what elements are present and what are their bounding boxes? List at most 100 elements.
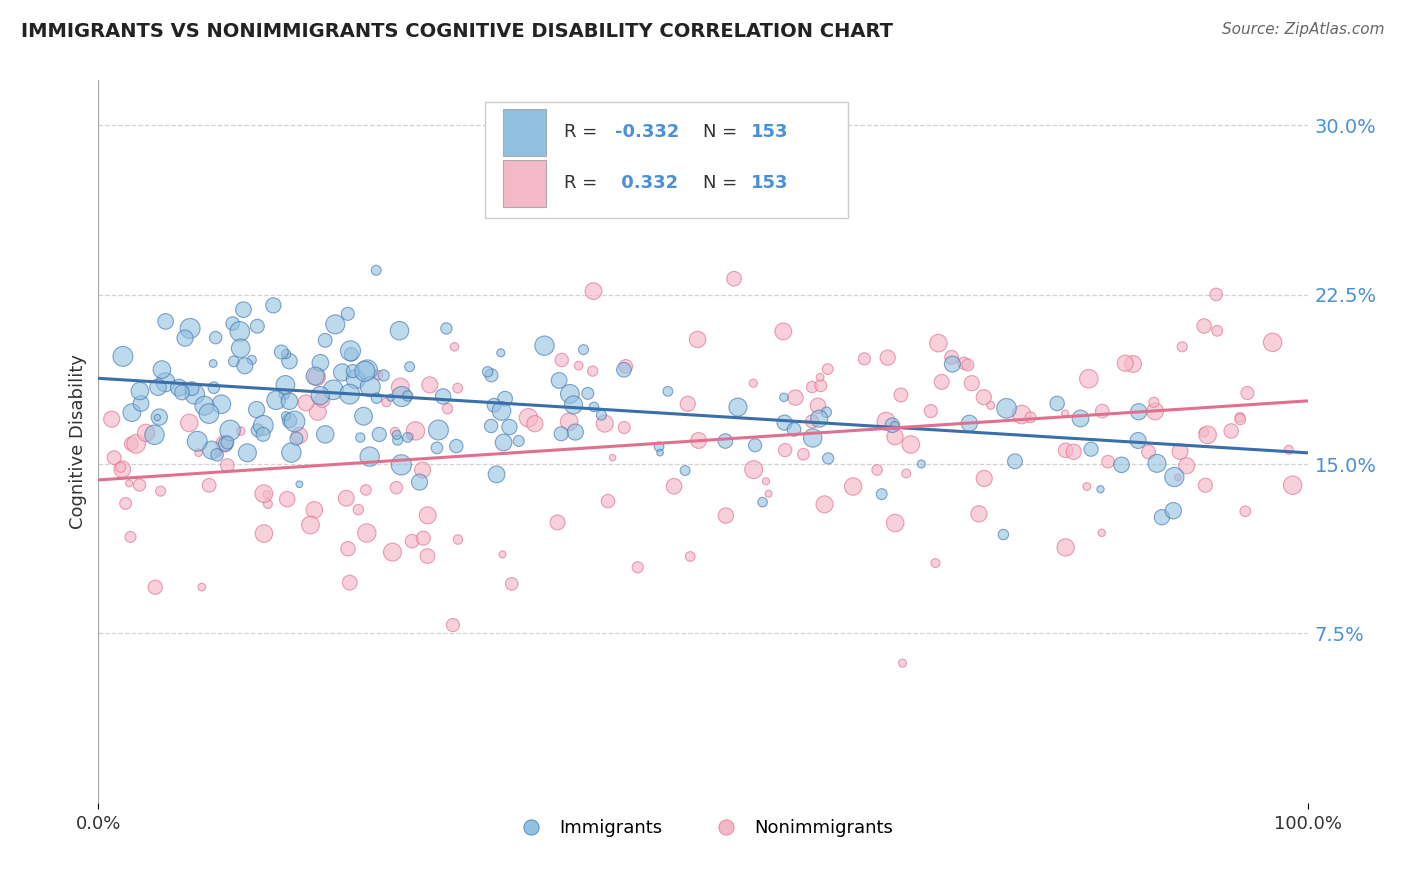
Point [359,380,381,394]
Point [246,423,269,437]
Point [283,414,305,428]
Text: R =: R = [564,123,603,141]
Point [416,549,439,563]
Point [1168,444,1191,458]
Point [967,507,990,521]
Point [1163,470,1185,484]
Point [396,430,419,444]
Point [307,405,329,419]
Point [187,445,209,459]
Point [477,365,499,379]
Point [815,405,838,419]
Point [491,404,513,418]
Point [900,437,922,451]
Point [875,414,897,428]
Point [993,527,1015,541]
Point [785,391,807,405]
Point [783,422,806,436]
Point [1234,504,1257,518]
Point [523,417,546,431]
Point [330,366,353,380]
Point [356,526,378,541]
Point [274,347,297,361]
Point [842,479,865,493]
Point [884,430,907,444]
Point [353,409,375,424]
Point [150,362,173,376]
Point [773,443,796,458]
Point [120,437,142,451]
Point [662,479,685,493]
Point [1206,324,1229,338]
Point [876,351,898,365]
Point [673,464,696,478]
Point [714,508,737,523]
Point [323,318,346,332]
Point [427,423,450,437]
Point [1137,445,1160,459]
Point [489,346,512,360]
Point [344,372,367,386]
Point [305,370,328,384]
Point [1053,407,1076,421]
Point [884,516,907,530]
Point [381,545,404,559]
Point [146,380,169,394]
Bar [503,160,546,207]
Point [359,450,381,464]
Point [810,378,832,392]
Point [882,418,904,433]
Point [517,410,540,425]
Point [100,412,122,426]
Point [533,339,555,353]
Point [205,448,228,462]
Point [143,427,166,442]
Point [1004,454,1026,468]
Point [817,451,839,466]
Point [1261,335,1284,350]
Point [593,417,616,431]
Point [801,414,824,428]
Point [1229,412,1251,426]
Point [391,390,413,404]
Point [419,377,441,392]
Point [758,487,780,501]
Point [181,382,204,396]
Point [103,450,125,465]
Point [387,433,409,447]
Point [256,487,278,501]
Point [240,352,263,367]
Point [772,325,794,339]
Point [114,496,136,510]
Point [723,271,745,285]
Point [274,409,297,424]
Point [208,446,231,460]
Point [591,408,613,422]
Point [1077,372,1099,386]
Point [432,389,454,403]
Point [349,430,371,444]
Point [1194,478,1216,492]
Point [1114,356,1136,370]
Point [910,457,932,471]
Point [186,434,208,449]
Point [613,420,636,434]
Point [375,395,398,409]
Bar [503,109,546,156]
Point [973,390,995,404]
Point [399,429,422,443]
Point [337,541,360,556]
Point [143,580,166,594]
Point [492,435,515,450]
Point [447,533,470,547]
Point [941,351,963,365]
Point [1167,470,1189,484]
Point [883,418,905,433]
Point [446,439,468,453]
Point [582,284,605,298]
Point [1146,456,1168,470]
Point [956,358,979,372]
Point [149,484,172,499]
Point [385,428,408,442]
Point [221,317,243,331]
